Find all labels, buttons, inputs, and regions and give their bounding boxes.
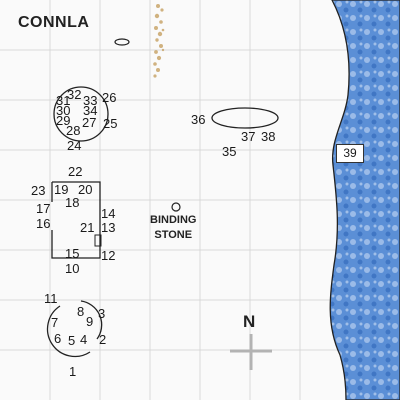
site-number-3: 3: [98, 306, 106, 321]
site-number-8: 8: [77, 304, 85, 319]
binding-stone-label-line1: BINDING: [150, 214, 197, 226]
site-number-38: 38: [261, 129, 276, 144]
north-stone-circle: [53, 86, 109, 142]
sea: [329, 0, 400, 400]
site-number-6: 6: [54, 331, 62, 346]
site-number-32: 32: [67, 87, 82, 102]
site-number-9: 9: [86, 314, 94, 329]
site-number-23: 23: [31, 183, 46, 198]
site-number-29: 29: [56, 113, 71, 128]
site-number-10: 10: [65, 261, 80, 276]
site-number-27: 27: [82, 115, 97, 130]
site-number-19: 19: [54, 182, 69, 197]
site-number-33: 33: [83, 93, 98, 108]
site-number-36: 36: [191, 112, 206, 127]
site-number-7: 7: [51, 315, 59, 330]
enclosure-entrance-marker: [94, 234, 102, 247]
site-number-13: 13: [101, 220, 116, 235]
site-number-28: 28: [66, 123, 81, 138]
site-39-callout: 39: [336, 144, 364, 163]
site-number-37: 37: [241, 129, 256, 144]
site-number-21: 21: [80, 220, 95, 235]
site-number-1: 1: [69, 364, 77, 379]
site-number-12: 12: [101, 248, 116, 263]
binding-stone-label-line2: STONE: [154, 229, 193, 241]
site-number-31: 31: [56, 93, 71, 108]
site-number-22: 22: [68, 164, 83, 179]
north-arrow-label: N: [243, 312, 256, 331]
binding-stone-label: BINDING STONE: [150, 213, 196, 243]
site-number-14: 14: [101, 206, 116, 221]
map-title: CONNLA: [18, 14, 90, 31]
site-number-30: 30: [56, 103, 71, 118]
site-number-15: 15: [65, 246, 80, 261]
site-number-34: 34: [83, 103, 98, 118]
site-number-11: 11: [44, 291, 58, 306]
site-number-18: 18: [65, 195, 80, 210]
site-number-2: 2: [99, 332, 107, 347]
site-number-20: 20: [78, 182, 93, 197]
site-number-25: 25: [103, 116, 118, 131]
site-number-4: 4: [80, 332, 88, 347]
binding-stone-marker: [171, 202, 181, 212]
site-number-26: 26: [102, 90, 117, 105]
large-oval-enclosure: [211, 107, 279, 129]
small-oval-marker: [114, 38, 130, 46]
site-number-16: 16: [36, 216, 51, 231]
site-number-17: 17: [36, 201, 51, 216]
rectangular-enclosure: [51, 181, 101, 259]
site-number-24: 24: [67, 138, 82, 153]
rock-ridge: [153, 4, 165, 78]
south-stone-circle: [46, 300, 103, 358]
site-number-35: 35: [222, 144, 237, 159]
site-number-5: 5: [68, 333, 76, 348]
compass-cross: [230, 334, 272, 370]
